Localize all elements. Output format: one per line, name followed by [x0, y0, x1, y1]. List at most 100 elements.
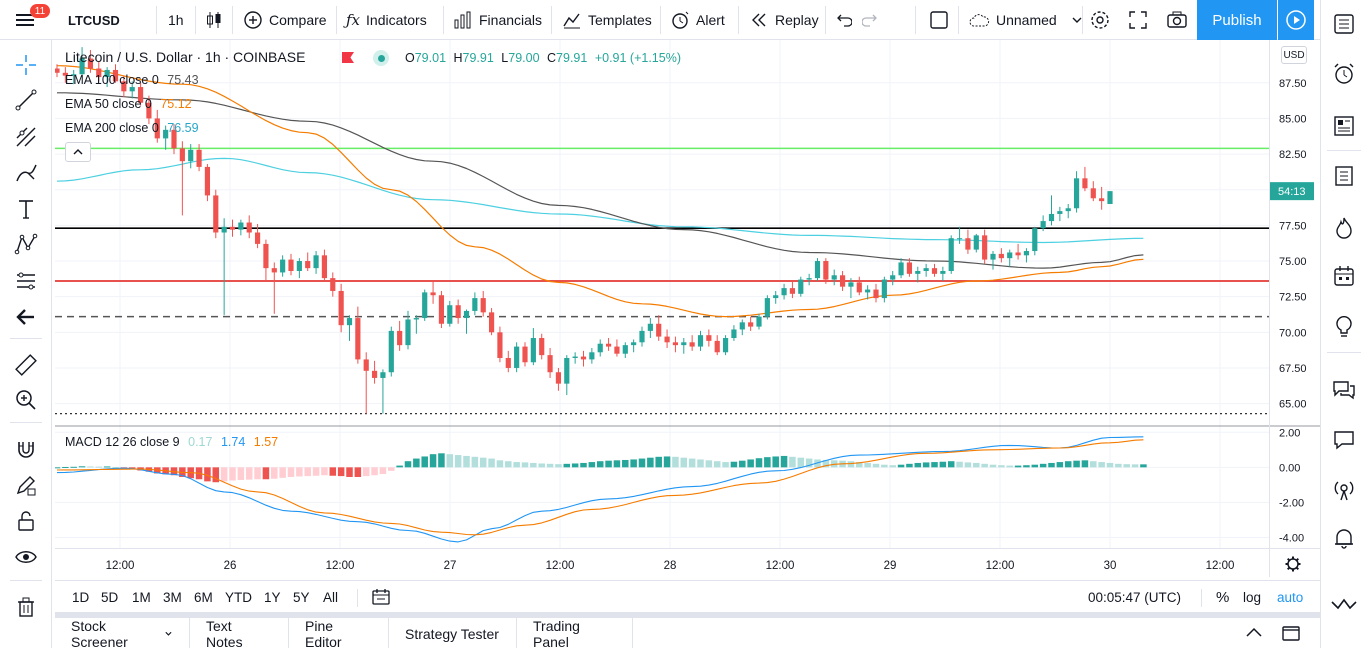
magnet-tool[interactable] [13, 437, 39, 463]
log-toggle[interactable]: log [1243, 589, 1262, 605]
candle-body [572, 356, 578, 358]
chats-button[interactable] [1329, 376, 1359, 404]
tab-strategy-tester[interactable]: Strategy Tester [389, 618, 517, 648]
chart-type-button[interactable] [204, 0, 224, 40]
play-button[interactable] [1278, 0, 1314, 40]
macd-legend[interactable]: MACD 12 26 close 9 0.17 1.74 1.57 [65, 435, 278, 449]
macd-hist-bar [688, 458, 696, 468]
prediction-tool[interactable] [13, 268, 39, 294]
symbol-search[interactable]: LTCUSD [68, 12, 120, 28]
fullscreen-icon [1129, 11, 1147, 29]
zoom-tool[interactable] [13, 387, 39, 413]
undo-button[interactable] [834, 0, 852, 40]
axis-settings-icon[interactable] [1287, 558, 1299, 570]
stay-in-drawing-mode[interactable] [13, 472, 39, 498]
interval-button[interactable]: 1h [168, 12, 184, 28]
financials-button[interactable]: Financials [453, 0, 542, 40]
tab-pine-editor[interactable]: Pine Editor [289, 618, 389, 648]
fib-tool[interactable] [13, 124, 39, 150]
macd-hist-bar [70, 466, 77, 468]
replay-button[interactable]: Replay [749, 0, 819, 40]
alert-button[interactable]: Alert [670, 0, 725, 40]
ema100-legend[interactable]: EMA 100 close 0 75.43 [65, 73, 199, 87]
trend-line-tool[interactable] [13, 87, 39, 113]
macd-hist-bar [413, 458, 420, 468]
percent-toggle[interactable]: % [1216, 588, 1230, 606]
candle-body [597, 343, 603, 353]
macd-hist-bar [1090, 461, 1097, 468]
candle-body [79, 58, 85, 75]
hide-toolbar-button[interactable] [13, 304, 39, 330]
streams-button[interactable] [1329, 476, 1359, 504]
maximize-panel-button[interactable] [1281, 624, 1301, 645]
hotlists-button[interactable] [1329, 214, 1359, 242]
flag-icon[interactable] [342, 52, 354, 63]
tab-stock-screener[interactable]: Stock Screener [55, 618, 190, 648]
ema200-legend[interactable]: EMA 200 close 0 76.59 [65, 121, 199, 135]
compare-button[interactable]: Compare [243, 0, 327, 40]
expand-panel-button[interactable] [1243, 624, 1265, 645]
templates-button[interactable]: Templates [562, 0, 652, 40]
date-range-button[interactable] [371, 581, 391, 613]
chart-canvas[interactable]: 87.5085.0082.5080.0077.5075.0072.5070.00… [55, 40, 1320, 577]
brush-tool[interactable] [13, 160, 39, 186]
collapse-legend-button[interactable] [65, 142, 91, 162]
range-6m[interactable]: 6M [194, 589, 213, 605]
range-3m[interactable]: 3M [163, 589, 182, 605]
macd-hist-bar [530, 462, 537, 468]
range-5y[interactable]: 5Y [293, 589, 310, 605]
candle-body [263, 243, 269, 269]
remove-drawings[interactable] [13, 594, 39, 620]
candle-body [931, 268, 938, 274]
candle-body [756, 316, 762, 327]
tab-trading-panel[interactable]: Trading Panel [517, 618, 633, 648]
select-layout-button[interactable] [929, 0, 949, 40]
candle-body [614, 346, 620, 354]
range-5d[interactable]: 5D [101, 589, 119, 605]
measure-tool[interactable] [13, 352, 39, 378]
settings-button[interactable] [1089, 0, 1111, 40]
snapshot-button[interactable] [1166, 0, 1188, 40]
tab-text-notes[interactable]: Text Notes [190, 618, 289, 648]
currency-badge[interactable]: USD [1281, 46, 1307, 64]
macd-hist-bar [856, 462, 863, 468]
high-label: H [453, 51, 463, 65]
macd-hist-bar [998, 465, 1005, 468]
calendar-button[interactable] [1329, 262, 1359, 290]
alerts-button[interactable] [1329, 60, 1359, 88]
collapse-panel-button[interactable] [1329, 590, 1359, 618]
redo-button[interactable] [862, 0, 880, 40]
range-all[interactable]: All [323, 589, 339, 605]
hide-drawings[interactable] [13, 544, 39, 570]
fullscreen-button[interactable] [1128, 0, 1148, 40]
macd-hist-bar [906, 463, 913, 468]
range-ytd[interactable]: YTD [225, 589, 252, 605]
timezone-clock[interactable]: 00:05:47 (UTC) [1088, 589, 1182, 605]
crosshair-tool[interactable] [13, 52, 39, 78]
eye-icon [15, 551, 37, 563]
pattern-tool[interactable] [13, 231, 39, 257]
range-1y[interactable]: 1Y [264, 589, 281, 605]
news-button[interactable] [1329, 112, 1359, 140]
candle-body [898, 262, 904, 276]
symbol-title: Litecoin / U.S. Dollar · 1h · COINBASE [65, 49, 306, 65]
watchlist-button[interactable] [1329, 10, 1359, 38]
public-chat-button[interactable] [1329, 426, 1359, 454]
auto-toggle[interactable]: auto [1277, 589, 1304, 605]
range-1d[interactable]: 1D [72, 589, 90, 605]
macd-tick-label: 0.00 [1279, 462, 1300, 474]
ideas-button[interactable] [1329, 314, 1359, 342]
publish-button[interactable]: Publish [1197, 0, 1277, 40]
ema50-legend[interactable]: EMA 50 close 0 75.12 [65, 97, 192, 111]
macd-hist-bar [780, 455, 788, 468]
lock-drawings[interactable] [13, 508, 39, 534]
main-menu-button[interactable] [14, 0, 36, 40]
indicators-button[interactable]: ƒx Indicators [346, 0, 427, 40]
text-tool[interactable] [13, 196, 39, 222]
chart-area[interactable]: 87.5085.0082.5080.0077.5075.0072.5070.00… [55, 40, 1320, 577]
data-window-button[interactable] [1329, 162, 1359, 190]
range-1m[interactable]: 1M [132, 589, 151, 605]
notifications-button[interactable] [1329, 524, 1359, 552]
layout-name-button[interactable]: Unnamed [968, 0, 1083, 40]
panel-divider[interactable] [55, 612, 1320, 617]
